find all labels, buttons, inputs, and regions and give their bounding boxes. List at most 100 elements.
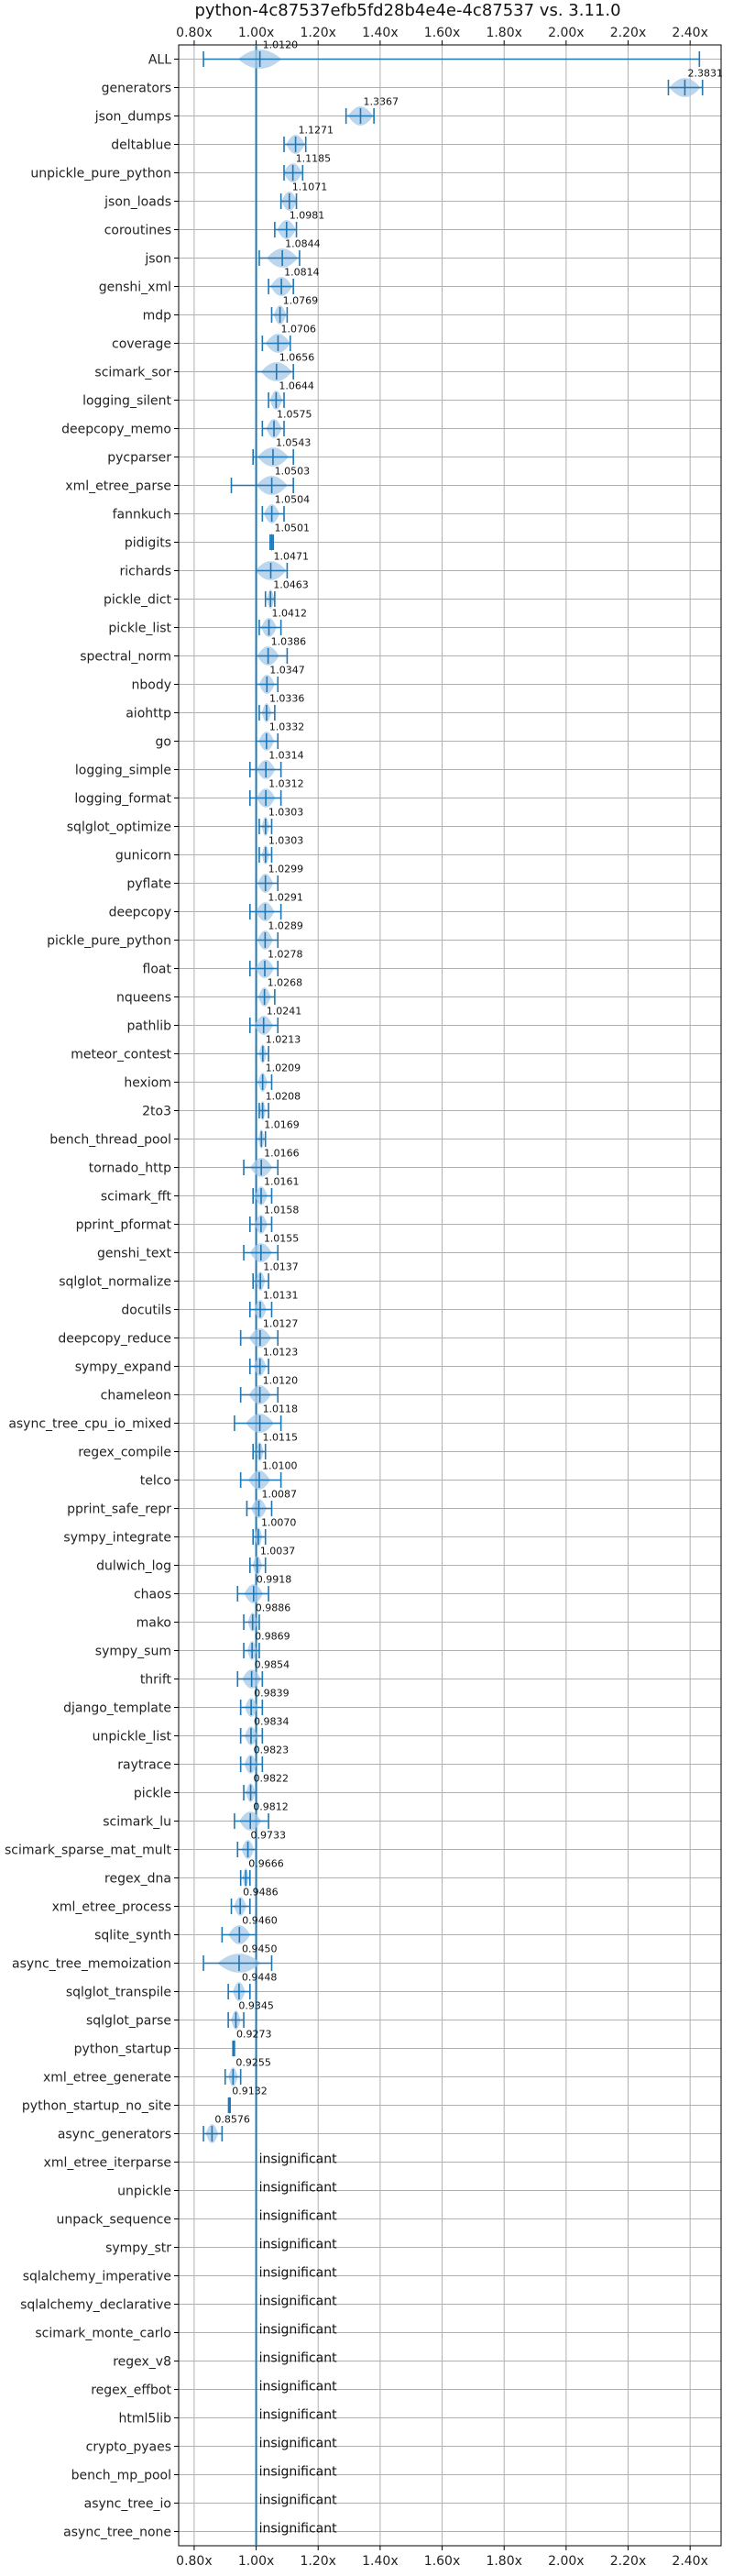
x-tick-label-top: 1.00x — [238, 26, 274, 40]
value-label: 1.0268 — [268, 977, 303, 989]
benchmark-label: sqlglot_transpile — [66, 1986, 171, 2000]
value-label: 1.0644 — [279, 380, 314, 392]
x-tick-label-top: 1.60x — [424, 26, 460, 40]
value-label: 1.0087 — [262, 1489, 298, 1501]
benchmark-label: scimark_sor — [94, 366, 171, 380]
value-label: 1.0137 — [263, 1261, 299, 1273]
insignificant-label: insignificant — [259, 2380, 338, 2394]
benchmark-label: json — [144, 252, 171, 267]
benchmark-label: python_startup — [74, 2042, 171, 2057]
value-label: 2.3831 — [687, 68, 723, 80]
benchmark-label: pickle_pure_python — [47, 934, 171, 949]
value-label: 0.9273 — [236, 2029, 272, 2041]
insignificant-label: insignificant — [259, 2295, 338, 2309]
benchmark-label: thrift — [140, 1673, 172, 1688]
insignificant-label: insignificant — [259, 2465, 338, 2480]
x-tick-label-top: 0.80x — [176, 26, 212, 40]
benchmark-label: pidigits — [125, 536, 171, 551]
value-label: 0.9812 — [253, 1801, 289, 1813]
benchmark-label: scimark_lu — [103, 1815, 171, 1830]
benchmark-label: pprint_pformat — [76, 1218, 172, 1233]
benchmark-label: nqueens — [116, 991, 171, 1006]
value-label: 1.0575 — [277, 409, 312, 421]
benchmark-label: sympy_sum — [95, 1645, 171, 1659]
value-label: 1.0769 — [283, 295, 319, 307]
benchmark-label: python_startup_no_site — [22, 2099, 171, 2114]
value-label: 1.0463 — [273, 579, 309, 591]
benchmark-label: xml_etree_iterparse — [44, 2156, 171, 2171]
benchmark-label: float — [143, 963, 172, 977]
benchmark-label: logging_format — [74, 792, 171, 807]
value-label: 1.0303 — [268, 807, 304, 819]
data-marks — [202, 45, 704, 2546]
benchmark-label: bench_mp_pool — [71, 2469, 171, 2483]
benchmark-label: spectral_norm — [80, 650, 171, 665]
benchmark-label: bench_thread_pool — [49, 1133, 171, 1148]
benchmark-label: generators — [102, 82, 171, 96]
benchmark-label: async_tree_io — [84, 2497, 171, 2512]
x-tick-label-bottom: 1.40x — [362, 2554, 398, 2569]
value-label: 0.9345 — [238, 2000, 274, 2012]
benchmark-label: hexiom — [124, 1076, 171, 1091]
benchmark-label: pickle_list — [108, 622, 171, 636]
benchmark-label: fannkuch — [113, 508, 171, 523]
benchmark-label: unpack_sequence — [57, 2213, 171, 2228]
benchmark-label: xml_etree_generate — [43, 2071, 171, 2086]
benchmark-label: async_tree_none — [63, 2526, 171, 2540]
value-label: 1.0303 — [268, 835, 304, 847]
value-label: 1.1185 — [296, 153, 332, 165]
benchmark-label: mako — [137, 1616, 171, 1631]
benchmark-label: django_template — [63, 1701, 171, 1716]
value-label: 1.0336 — [269, 693, 305, 705]
benchmark-label: pyflate — [126, 877, 171, 892]
benchmark-label: sympy_str — [105, 2241, 171, 2256]
value-label: 0.9823 — [254, 1745, 290, 1756]
benchmark-label: unpickle_list — [93, 1730, 172, 1745]
benchmark-label: gunicorn — [115, 849, 171, 864]
benchmark-label: aiohttp — [126, 707, 171, 721]
value-label: 1.0213 — [266, 1034, 301, 1046]
value-label: 0.8576 — [214, 2114, 250, 2126]
value-label: 1.0100 — [262, 1460, 298, 1472]
insignificant-label: insignificant — [259, 2238, 338, 2252]
x-tick-label-bottom: 0.80x — [176, 2554, 212, 2569]
benchmark-label: genshi_xml — [99, 281, 171, 295]
insignificant-label: insignificant — [259, 2408, 338, 2423]
value-label: 0.9834 — [254, 1716, 290, 1728]
value-label: 1.0158 — [264, 1205, 300, 1216]
value-label: 1.0299 — [268, 864, 304, 875]
benchmark-label: xml_etree_process — [52, 1900, 171, 1915]
chart-title: python-4c87537efb5fd28b4e4e-4c87537 vs. … — [194, 1, 620, 20]
benchmark-label: docutils — [121, 1304, 171, 1318]
x-tick-label-top: 1.80x — [486, 26, 521, 40]
benchmark-label: deepcopy_memo — [61, 423, 171, 437]
value-label: 1.0169 — [264, 1119, 300, 1131]
value-label: 0.9460 — [242, 1915, 278, 1927]
insignificant-label: insignificant — [259, 2266, 338, 2281]
value-label: 1.0844 — [285, 238, 321, 250]
benchmark-label: tornado_http — [89, 1161, 171, 1176]
value-label: 1.0037 — [260, 1546, 296, 1558]
benchmark-label: richards — [120, 565, 172, 579]
value-label: 1.0289 — [268, 920, 303, 932]
labels: 0.80x 0.80x 1.00x 1.00x 1.20x 1.20x 1.40x 1.40x… — [5, 26, 723, 2569]
benchmark-label: deepcopy — [109, 906, 171, 920]
benchmark-label: pathlib — [127, 1019, 172, 1034]
benchmark-label: async_generators — [58, 2128, 171, 2142]
value-label: 1.1271 — [299, 125, 334, 137]
value-label: 1.0412 — [272, 608, 308, 620]
x-tick-label-bottom: 1.20x — [300, 2554, 335, 2569]
value-label: 1.0278 — [268, 949, 303, 961]
value-label: 0.9854 — [255, 1659, 290, 1671]
value-label: 1.0543 — [276, 437, 312, 449]
x-tick-label-bottom: 1.60x — [424, 2554, 460, 2569]
insignificant-label: insignificant — [259, 2493, 338, 2508]
benchmark-label: scimark_fft — [101, 1190, 172, 1205]
value-label: 1.0120 — [263, 39, 299, 51]
benchmark-label: sqlglot_parse — [86, 2014, 171, 2029]
value-label: 1.0115 — [262, 1432, 298, 1444]
x-tick-label-bottom: 1.00x — [238, 2554, 274, 2569]
benchmark-label: 2to3 — [142, 1105, 171, 1119]
x-tick-label-top: 1.40x — [362, 26, 398, 40]
